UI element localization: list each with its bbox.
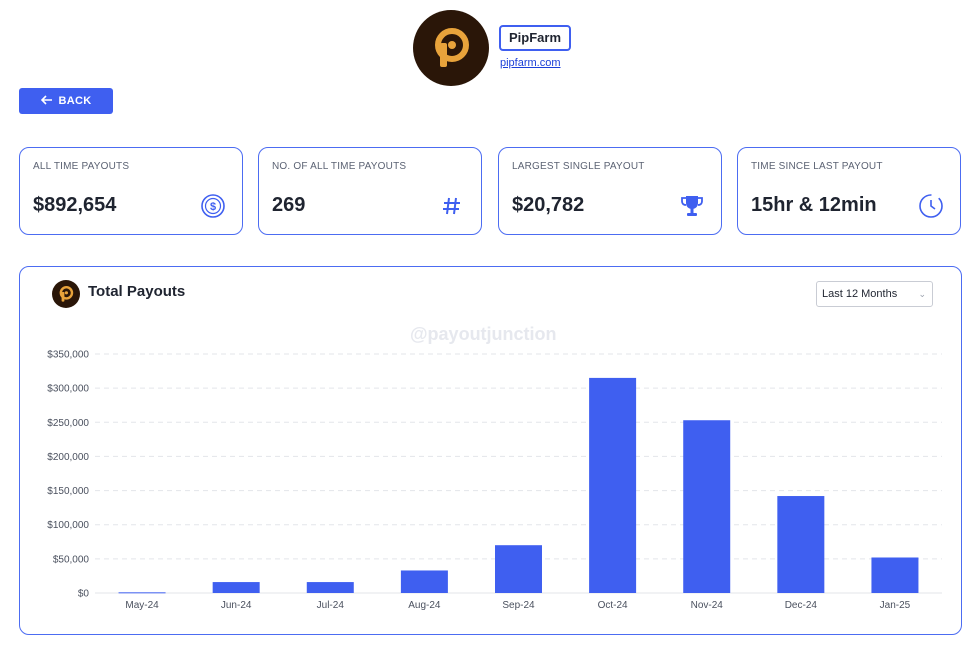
dollar-coin-icon: $ bbox=[200, 193, 226, 219]
x-tick-label: Oct-24 bbox=[598, 600, 628, 611]
pipfarm-logo-mark bbox=[59, 286, 74, 302]
firm-logo-small bbox=[52, 280, 80, 308]
pipfarm-logo-mark bbox=[435, 28, 469, 67]
bar bbox=[589, 377, 637, 593]
firm-website-link[interactable]: pipfarm.com bbox=[500, 57, 561, 69]
chart-title: Total Payouts bbox=[88, 283, 186, 300]
y-tick-label: $50,000 bbox=[53, 554, 90, 565]
back-button[interactable]: BACK bbox=[19, 88, 113, 114]
x-tick-label: Dec-24 bbox=[785, 600, 818, 611]
firm-logo bbox=[413, 10, 489, 86]
bar bbox=[212, 582, 260, 593]
time-range-value: Last 12 Months bbox=[822, 288, 898, 300]
y-tick-label: $300,000 bbox=[47, 384, 89, 395]
bar bbox=[777, 496, 825, 593]
stat-card-largest-payout: LARGEST SINGLE PAYOUT $20,782 bbox=[498, 147, 722, 235]
bar bbox=[683, 420, 731, 593]
bar-chart: $0 $50,000 $100,000 $150,000 $200,000 $250,00… bbox=[47, 350, 942, 611]
stat-value: $892,654 bbox=[33, 194, 117, 216]
total-payouts-chart-card: Total Payouts Last 12 Months ⌄ @payoutju… bbox=[19, 266, 962, 635]
stat-label: TIME SINCE LAST PAYOUT bbox=[751, 161, 883, 172]
chevron-down-icon: ⌄ bbox=[918, 289, 926, 299]
stat-value: 269 bbox=[272, 194, 306, 216]
stat-label: LARGEST SINGLE PAYOUT bbox=[512, 161, 645, 172]
trophy-icon bbox=[679, 193, 705, 219]
x-tick-label: May-24 bbox=[125, 600, 159, 611]
bar bbox=[495, 545, 542, 593]
firm-name: PipFarm bbox=[499, 25, 572, 51]
time-range-select[interactable]: Last 12 Months ⌄ bbox=[816, 281, 933, 307]
y-tick-label: $250,000 bbox=[47, 418, 89, 429]
watermark: @payoutjunction bbox=[410, 324, 557, 344]
stat-label: NO. OF ALL TIME PAYOUTS bbox=[272, 161, 407, 172]
clock-icon bbox=[918, 193, 944, 219]
x-tick-label: Jul-24 bbox=[317, 600, 345, 611]
stat-value: $20,782 bbox=[512, 194, 585, 216]
x-tick-label: Jan-25 bbox=[880, 600, 911, 611]
x-tick-label: Nov-24 bbox=[691, 600, 724, 611]
hash-icon bbox=[439, 193, 465, 219]
y-tick-label: $200,000 bbox=[47, 452, 89, 463]
stat-card-payout-count: NO. OF ALL TIME PAYOUTS 269 bbox=[258, 147, 482, 235]
arrow-left-icon bbox=[40, 94, 53, 108]
y-tick-label: $100,000 bbox=[47, 520, 89, 531]
bar bbox=[400, 570, 448, 593]
svg-text:$: $ bbox=[210, 201, 216, 213]
x-tick-label: Sep-24 bbox=[502, 600, 535, 611]
back-button-label: BACK bbox=[58, 95, 92, 107]
stat-value: 15hr & 12min bbox=[751, 194, 877, 216]
stat-card-all-time-payouts: ALL TIME PAYOUTS $892,654 $ bbox=[19, 147, 243, 235]
y-tick-label: $150,000 bbox=[47, 486, 89, 497]
x-tick-label: Aug-24 bbox=[408, 600, 441, 611]
stat-label: ALL TIME PAYOUTS bbox=[33, 161, 130, 172]
y-tick-label: $350,000 bbox=[47, 350, 89, 361]
x-tick-label: Jun-24 bbox=[221, 600, 252, 611]
bar bbox=[871, 557, 919, 593]
stat-card-time-since-last: TIME SINCE LAST PAYOUT 15hr & 12min bbox=[737, 147, 961, 235]
bar bbox=[306, 582, 354, 593]
bar bbox=[118, 592, 166, 594]
y-tick-label: $0 bbox=[78, 589, 90, 600]
